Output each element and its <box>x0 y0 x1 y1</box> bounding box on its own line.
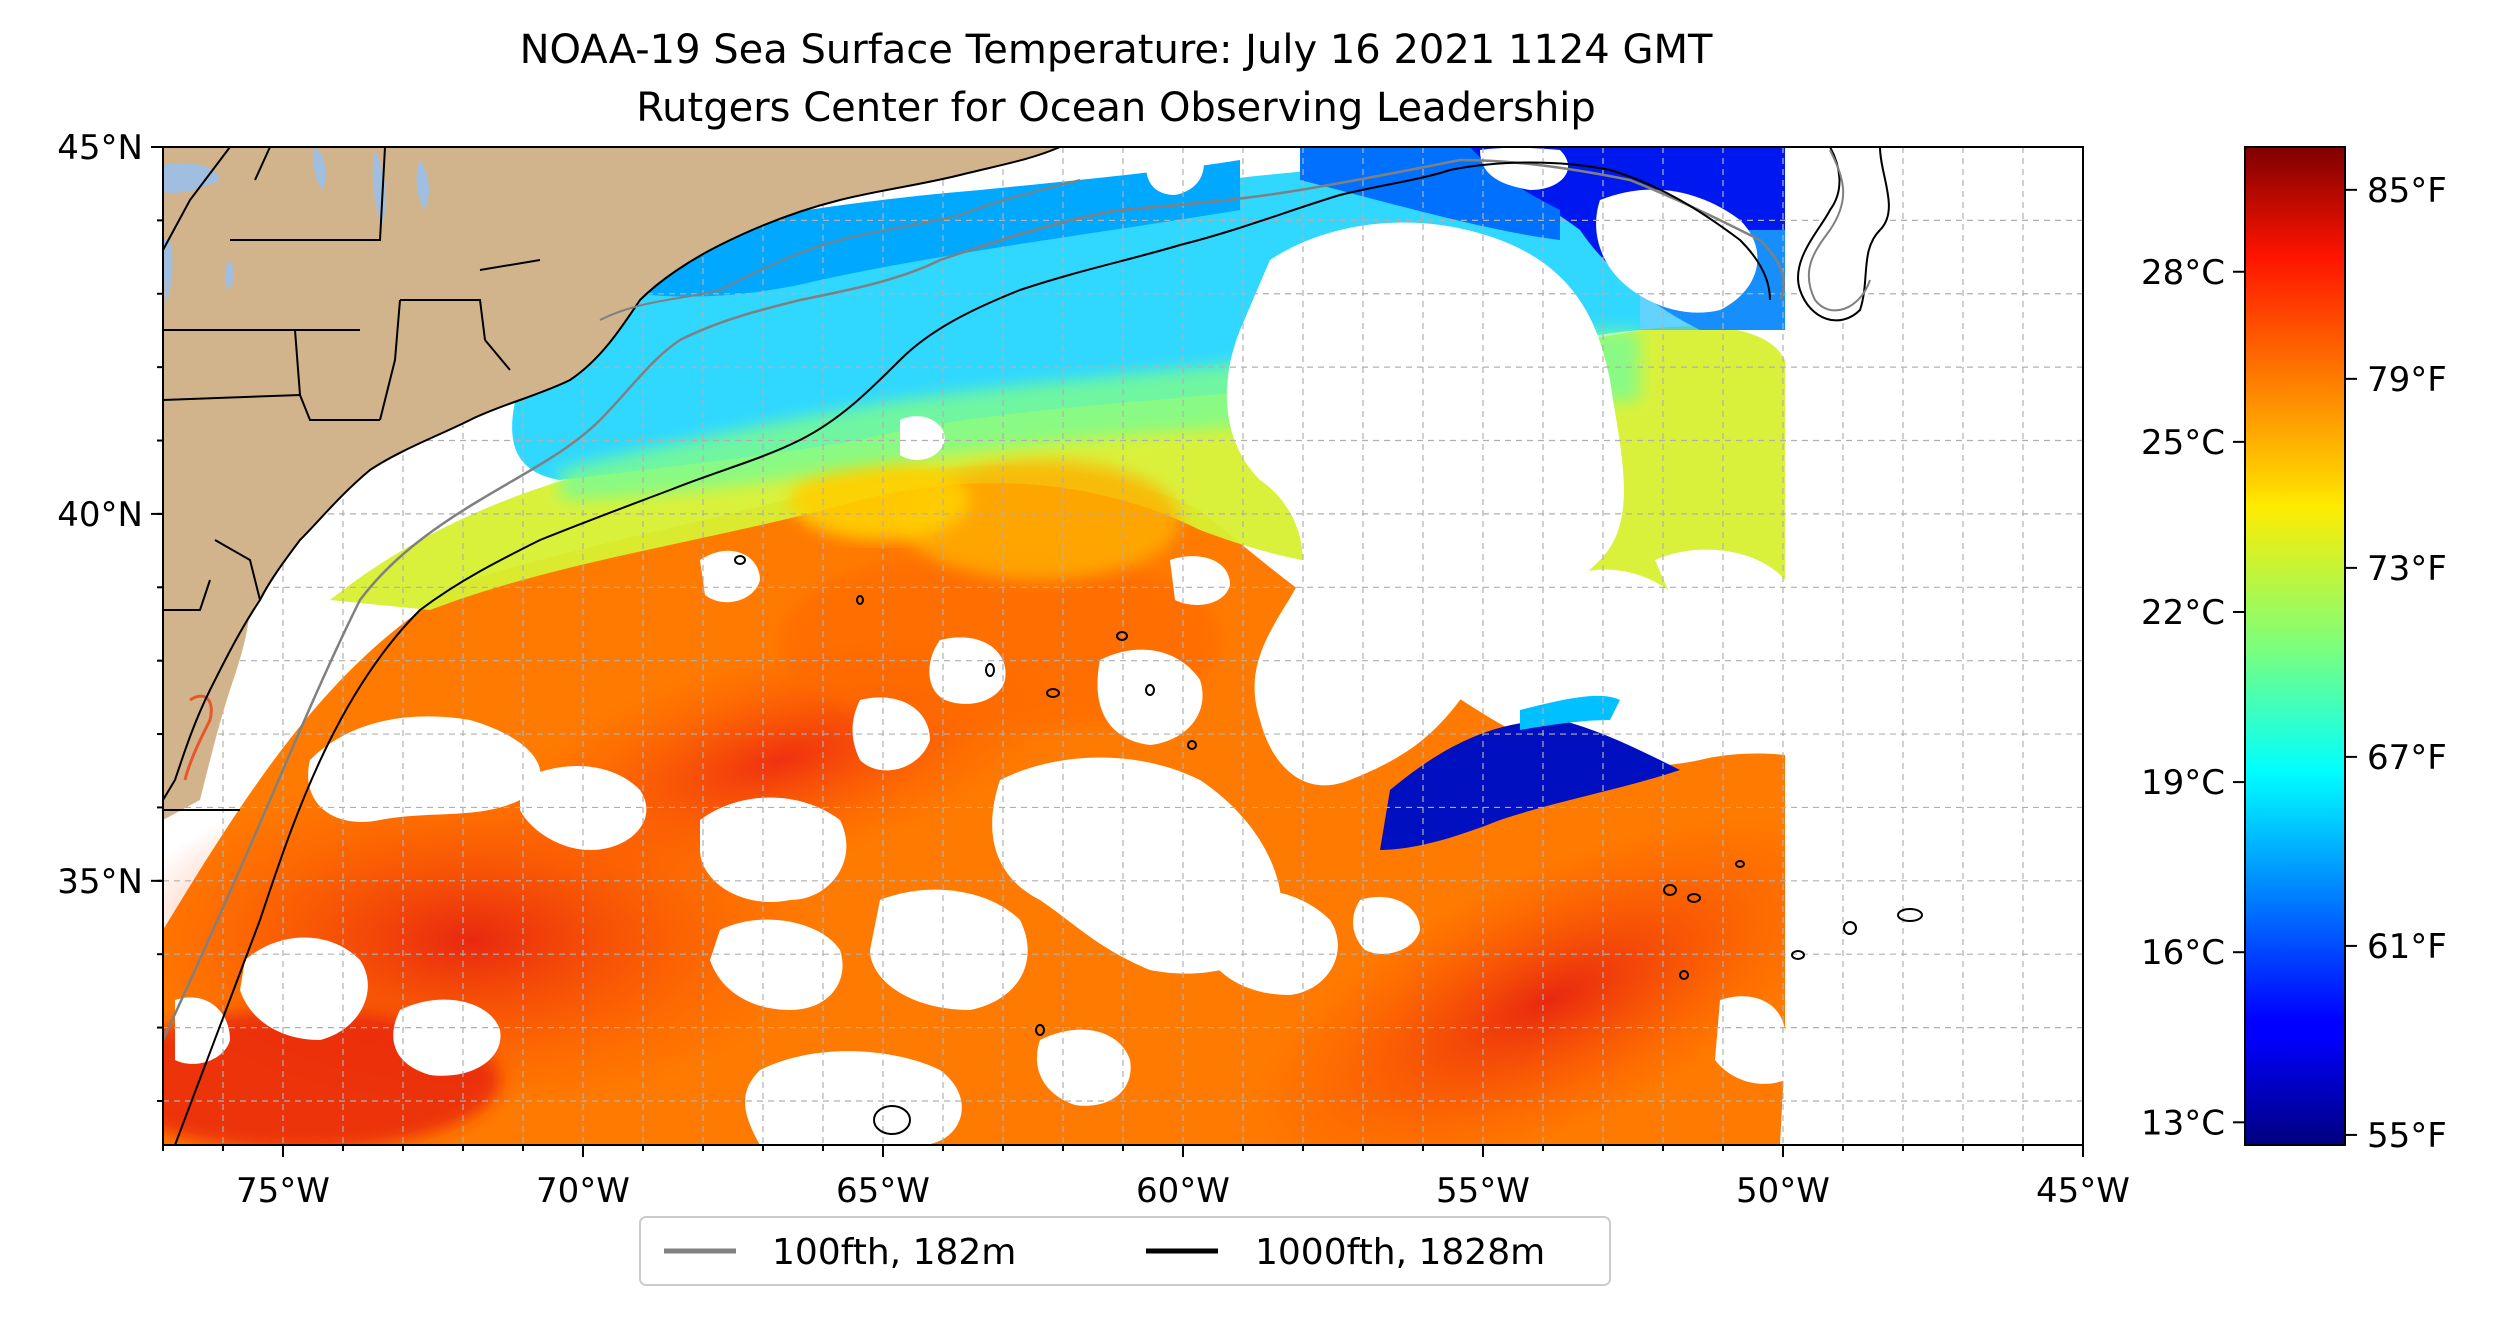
x-tick-label: 45°W <box>2036 1171 2130 1211</box>
colorbar-fahrenheit-label: 67°F <box>2367 738 2447 778</box>
land <box>163 147 1060 800</box>
x-tick-label: 75°W <box>236 1171 330 1211</box>
map-panel: 75°W 70°W 65°W 60°W 55°W 50°W 45°W 45°N 40°N 35°… <box>57 128 2130 1211</box>
colorbar-celsius-label: 19°C <box>2141 763 2225 803</box>
coastline <box>163 147 1061 801</box>
title-line-1: NOAA-19 Sea Surface Temperature: July 16… <box>520 27 1713 73</box>
x-tick-label: 65°W <box>836 1171 930 1211</box>
x-tick-label: 70°W <box>536 1171 630 1211</box>
colorbar-celsius-label: 28°C <box>2141 253 2225 293</box>
colorbar-fahrenheit-label: 73°F <box>2367 549 2447 589</box>
legend: 100fth, 182m 1000fth, 1828m <box>639 1216 1611 1286</box>
x-tick-label: 50°W <box>1736 1171 1830 1211</box>
y-tick-label: 45°N <box>57 128 143 168</box>
colorbar-celsius-label: 22°C <box>2141 593 2225 633</box>
colorbar-celsius-axis: 13°C 16°C 19°C 22°C 25°C 28°C <box>2141 253 2245 1143</box>
y-tick-label: 40°N <box>57 495 143 535</box>
x-axis: 75°W 70°W 65°W 60°W 55°W 50°W 45°W <box>162 1145 2130 1211</box>
colorbar-celsius-label: 25°C <box>2141 423 2225 463</box>
isobath-1000fth <box>174 161 1771 1145</box>
seamounts <box>734 555 1923 1135</box>
x-tick-label: 55°W <box>1436 1171 1530 1211</box>
colorbar-celsius-label: 13°C <box>2141 1103 2225 1143</box>
gridlines <box>163 147 2083 1145</box>
colorbar-gradient <box>2244 146 2346 1146</box>
sst-field <box>163 147 2083 1145</box>
legend-label-100fth: 100fth, 182m <box>772 1232 1016 1273</box>
isobath-100fth <box>163 158 1786 1041</box>
colorbar-celsius-label: 16°C <box>2141 933 2225 973</box>
x-tick-label: 60°W <box>1136 1171 1230 1211</box>
colorbar: 13°C 16°C 19°C 22°C 25°C 28°C 55°F 61°F 67°F 73°… <box>2141 146 2447 1156</box>
colorbar-fahrenheit-label: 61°F <box>2367 927 2447 967</box>
political-borders <box>163 147 541 811</box>
y-tick-label: 35°N <box>57 862 143 902</box>
colorbar-fahrenheit-label: 55°F <box>2367 1116 2447 1156</box>
y-axis: 45°N 40°N 35°N <box>57 128 163 1102</box>
colorbar-fahrenheit-label: 85°F <box>2367 171 2447 211</box>
colorbar-fahrenheit-label: 79°F <box>2367 360 2447 400</box>
colorbar-fahrenheit-axis: 55°F 61°F 67°F 73°F 79°F 85°F <box>2345 171 2447 1156</box>
cloud-mask <box>175 147 2083 1145</box>
title-line-2: Rutgers Center for Ocean Observing Leade… <box>636 85 1596 131</box>
legend-label-1000fth: 1000fth, 1828m <box>1255 1232 1545 1273</box>
